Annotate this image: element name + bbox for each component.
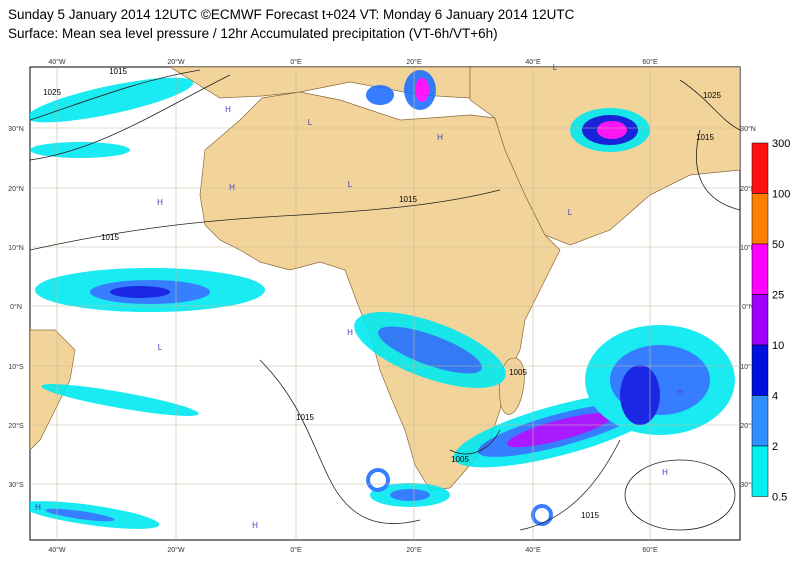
lat-label: 20°N	[740, 185, 756, 193]
lon-label: 0°E	[290, 58, 302, 66]
isobar-label: 1015	[696, 133, 714, 142]
lat-label: 10°S	[8, 363, 24, 371]
subtitle-line: Surface: Mean sea level pressure / 12hr …	[8, 26, 498, 41]
pressure-centre: H	[677, 388, 683, 397]
pressure-centre: H	[157, 198, 163, 207]
lat-label: 10°N	[8, 244, 24, 252]
lat-label: 10°S	[740, 363, 756, 371]
lat-label: 10°N	[740, 244, 756, 252]
isobar-label: 1025	[43, 88, 61, 97]
lat-label: 20°S	[8, 422, 24, 430]
lon-label: 60°E	[642, 58, 658, 66]
lat-label: 30°S	[8, 481, 24, 489]
lon-label: 20°W	[167, 546, 185, 554]
colorbar-label: 4	[772, 391, 778, 403]
colorbar-segment	[751, 243, 769, 295]
pressure-centre: L	[308, 118, 313, 127]
colorbar-segment	[751, 193, 769, 245]
colorbar-segment	[751, 344, 769, 396]
isobar-label: 1015	[399, 195, 417, 204]
lon-label: 20°W	[167, 58, 185, 66]
colorbar-label: 50	[772, 239, 784, 251]
lon-label: 20°E	[406, 58, 422, 66]
colorbar-label: 300	[772, 138, 790, 150]
lon-label: 0°E	[290, 546, 302, 554]
colorbar-label: 100	[772, 189, 790, 201]
lon-label: 40°W	[48, 58, 66, 66]
lon-label: 40°E	[525, 546, 541, 554]
lon-label: 20°E	[406, 546, 422, 554]
lat-label: 30°N	[740, 125, 756, 133]
pressure-centre: H	[35, 503, 41, 512]
pressure-centre: H	[662, 468, 668, 477]
isobar-label: 1015	[296, 413, 314, 422]
lat-label: 20°S	[740, 422, 756, 430]
isobar-label: 1015	[581, 511, 599, 520]
colorbar-label: 25	[772, 290, 784, 302]
colorbar-segment	[751, 395, 769, 447]
isobar-label: 1015	[109, 67, 127, 76]
pressure-centre: L	[553, 63, 558, 72]
pressure-centre: L	[568, 208, 573, 217]
colorbar-segment	[751, 142, 769, 194]
lat-label: 30°N	[8, 125, 24, 133]
lon-label: 40°W	[48, 546, 66, 554]
pressure-centre: H	[347, 328, 353, 337]
pressure-centre: L	[348, 180, 353, 189]
map	[29, 66, 741, 541]
colorbar-label: 2	[772, 441, 778, 453]
lat-label: 0°N	[742, 303, 754, 311]
pressure-centre: H	[437, 133, 443, 142]
lat-label: 0°N	[10, 303, 22, 311]
lon-label: 60°E	[642, 546, 658, 554]
pressure-centre: L	[158, 343, 163, 352]
pressure-centre: H	[252, 521, 258, 530]
isobar-label: 1025	[703, 91, 721, 100]
colorbar-label: 0.5	[772, 492, 787, 504]
lon-label: 40°E	[525, 58, 541, 66]
isobar-label: 1005	[451, 455, 469, 464]
pressure-centre: H	[225, 105, 231, 114]
colorbar-label: 10	[772, 340, 784, 352]
isobar-label: 1005	[509, 368, 527, 377]
colorbar-segment	[751, 294, 769, 346]
pressure-centre: H	[229, 183, 235, 192]
lat-label: 20°N	[8, 185, 24, 193]
title-line: Sunday 5 January 2014 12UTC ©ECMWF Forec…	[8, 7, 575, 22]
lat-label: 30°S	[740, 481, 756, 489]
isobar-label: 1015	[101, 233, 119, 242]
colorbar-segment	[751, 445, 769, 497]
